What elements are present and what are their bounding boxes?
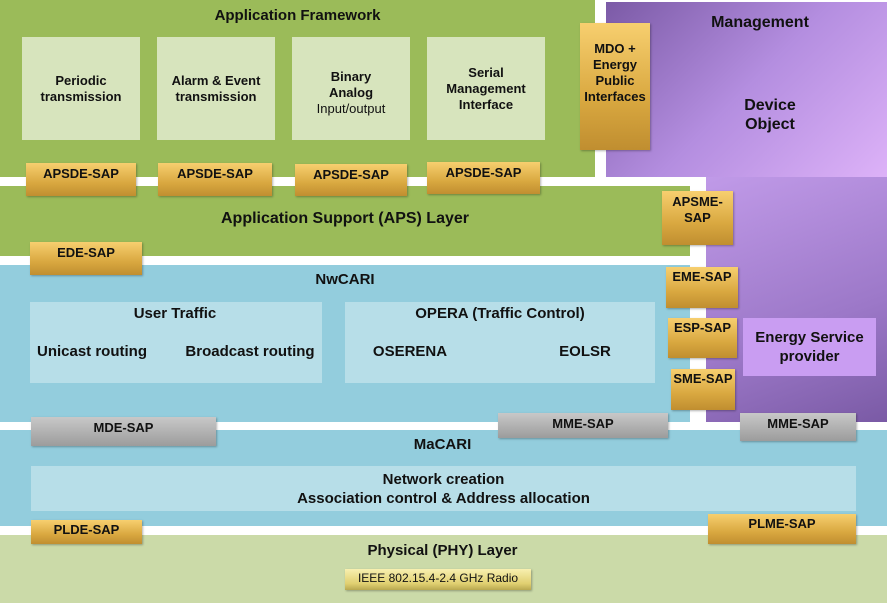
management-title: Management bbox=[711, 14, 809, 31]
macari-line: Association control & Address allocation bbox=[297, 489, 590, 507]
user-traffic-box bbox=[30, 302, 322, 383]
mdo-line: MDO + bbox=[594, 41, 636, 56]
module-alarm-event: Alarm & Event transmission bbox=[157, 37, 275, 140]
eme-sap: EME-SAP bbox=[666, 267, 738, 308]
device-object-line: Object bbox=[745, 116, 795, 133]
module-serial-management: Serial Management Interface bbox=[427, 37, 545, 140]
broadcast-routing: Broadcast routing bbox=[185, 343, 315, 360]
module-binary-analog: Binary Analog Input/output bbox=[292, 37, 410, 140]
module-text: Serial bbox=[468, 64, 504, 80]
apsme-line: SAP bbox=[684, 210, 711, 225]
module-text: Periodic bbox=[55, 72, 107, 88]
application-framework-title: Application Framework bbox=[214, 7, 381, 24]
energy-service-line: Energy Service bbox=[755, 329, 864, 346]
mdo-energy-public-interfaces: MDO + Energy Public Interfaces bbox=[580, 23, 650, 150]
module-text: Analog bbox=[328, 84, 374, 100]
device-object-label: Device Object bbox=[720, 96, 820, 134]
device-object-line: Device bbox=[744, 97, 796, 114]
module-text: Interface bbox=[458, 96, 514, 112]
module-periodic: Periodic transmission bbox=[22, 37, 140, 140]
sme-sap: SME-SAP bbox=[671, 369, 735, 410]
oserena: OSERENA bbox=[372, 343, 448, 360]
ede-sap: EDE-SAP bbox=[30, 242, 142, 275]
module-text: transmission bbox=[40, 88, 122, 104]
mdo-line: Interfaces bbox=[584, 89, 646, 104]
module-text: Alarm & Event bbox=[171, 72, 261, 88]
apsde-sap: APSDE-SAP bbox=[158, 163, 272, 196]
aps-layer-title: Application Support (APS) Layer bbox=[220, 210, 469, 227]
unicast-routing: Unicast routing bbox=[36, 343, 147, 360]
opera-title: OPERA (Traffic Control) bbox=[415, 305, 585, 322]
apsde-sap: APSDE-SAP bbox=[427, 162, 540, 194]
phy-layer-title: Physical (PHY) Layer bbox=[367, 542, 518, 559]
user-traffic-title: User Traffic bbox=[133, 305, 217, 322]
module-subtext: Input/output bbox=[316, 100, 386, 116]
macari-title: MaCARI bbox=[413, 436, 472, 453]
network-creation-box: Network creation Association control & Ad… bbox=[31, 466, 856, 511]
module-text: Management bbox=[446, 80, 526, 96]
energy-service-provider: Energy Service provider bbox=[743, 318, 876, 376]
management-block bbox=[606, 2, 887, 177]
mme-sap-management: MME-SAP bbox=[740, 413, 856, 441]
energy-service-line: provider bbox=[779, 348, 840, 365]
apsme-sap: APSME- SAP bbox=[662, 191, 733, 245]
eolsr: EOLSR bbox=[559, 343, 611, 360]
mdo-line: Public bbox=[595, 73, 635, 88]
plme-sap: PLME-SAP bbox=[708, 514, 856, 544]
radio-box: IEEE 802.15.4-2.4 GHz Radio bbox=[345, 569, 531, 590]
plde-sap: PLDE-SAP bbox=[31, 520, 142, 544]
mde-sap: MDE-SAP bbox=[31, 417, 216, 446]
esp-sap: ESP-SAP bbox=[668, 318, 737, 358]
nwcari-title: NwCARI bbox=[315, 271, 375, 288]
opera-box bbox=[345, 302, 655, 383]
apsme-line: APSME- bbox=[672, 194, 723, 209]
module-text: Binary bbox=[330, 68, 372, 84]
mme-sap: MME-SAP bbox=[498, 413, 668, 438]
apsde-sap: APSDE-SAP bbox=[295, 164, 407, 196]
apsde-sap: APSDE-SAP bbox=[26, 163, 136, 196]
mdo-line: Energy bbox=[592, 57, 638, 72]
module-text: transmission bbox=[175, 88, 257, 104]
macari-line: Network creation bbox=[382, 470, 505, 488]
